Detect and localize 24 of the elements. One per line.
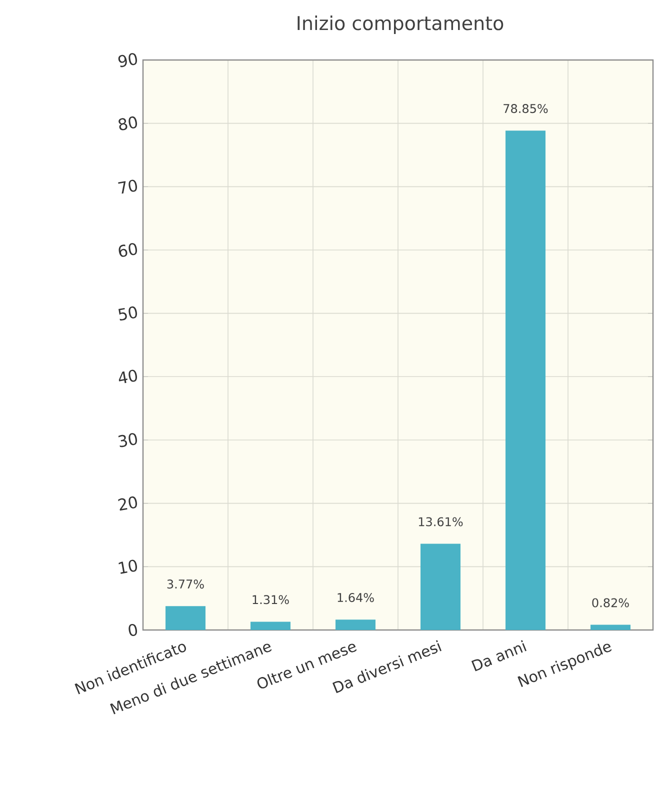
y-tick-label: 40 <box>118 370 138 384</box>
y-tick-label: 50 <box>118 306 138 320</box>
y-tick-label: 70 <box>118 180 138 194</box>
bar <box>336 620 376 630</box>
y-tick-label: 60 <box>118 243 138 257</box>
data-label: 0.82% <box>592 598 629 608</box>
y-tick-label: 90 <box>118 53 138 68</box>
bar <box>166 606 206 630</box>
data-label: 13.61% <box>418 517 463 526</box>
y-tick-label: 80 <box>118 116 138 130</box>
bar <box>590 624 630 630</box>
bar <box>250 622 290 630</box>
bar <box>420 544 460 630</box>
bar <box>506 130 546 630</box>
x-tick-label: Da anni <box>471 640 527 672</box>
y-tick-label: 20 <box>118 496 138 511</box>
data-label: 78.85% <box>504 104 548 114</box>
y-tick-label: 0 <box>128 624 138 636</box>
data-label: 1.31% <box>252 595 289 604</box>
data-label: 1.64% <box>338 593 374 602</box>
y-tick-label: 10 <box>118 560 138 574</box>
chart-title: Inizio comportamento <box>298 16 504 34</box>
y-tick-label: 30 <box>118 433 138 448</box>
data-label: 3.77% <box>167 580 204 589</box>
